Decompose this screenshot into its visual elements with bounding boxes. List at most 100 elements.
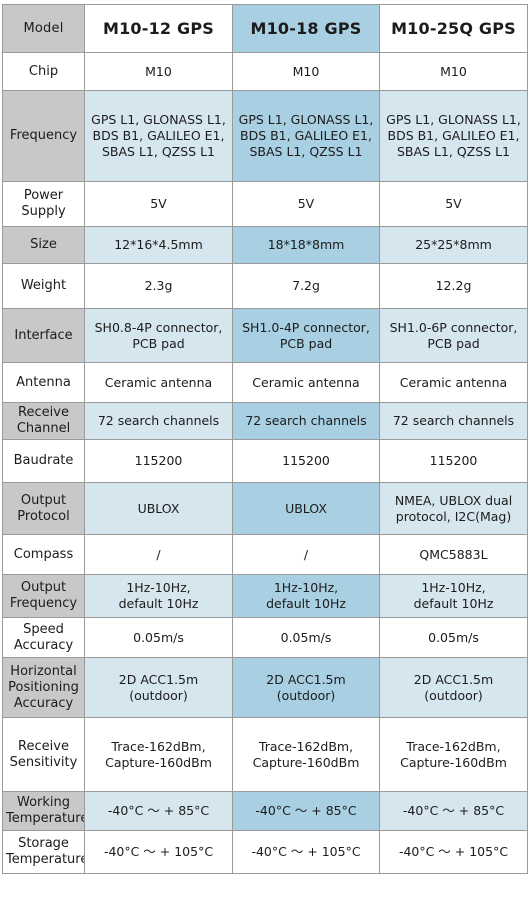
cell-line: 72 search channels: [392, 413, 515, 428]
row-label-line: Weight: [20, 278, 67, 293]
cell-line: -40°C ～ + 85°C: [402, 803, 505, 818]
row-label-receive-channel: Receive Channel: [2, 402, 85, 440]
cell-compass-m10-25q: QMC5883L: [379, 534, 528, 575]
cell-chip-m10-25q: M10: [379, 52, 528, 91]
cell-line: -40°C ～ + 85°C: [107, 803, 210, 818]
cell-line: -40°C ～ + 105°C: [398, 844, 509, 859]
row-output-frequency: Output Frequency 1Hz-10Hz, default 10Hz 1Hz-…: [2, 574, 528, 618]
cell-line: 2D ACC1.5m: [413, 671, 494, 687]
row-label-line: Channel: [16, 421, 71, 436]
cell-line: 5V: [445, 196, 462, 211]
cell-line: -40°C ～ + 85°C: [255, 803, 357, 818]
row-label-compass: Compass: [2, 534, 85, 575]
model-m10-12: M10-12 GPS: [84, 4, 233, 53]
row-label-line: Interface: [14, 327, 73, 343]
cell-line: 2.3g: [144, 278, 173, 293]
cell-receive-channel-m10-12: 72 search channels: [84, 402, 233, 440]
row-label-power-supply: Power Supply: [2, 181, 85, 227]
row-label-line: Speed: [23, 621, 64, 637]
cell-working-temperature-m10-18: -40°C ～ + 85°C: [232, 791, 380, 831]
cell-line: GPS L1, GLONASS L1,: [91, 112, 226, 127]
cell-horizontal-positioning-accuracy-m10-18: 2D ACC1.5m (outdoor): [232, 657, 380, 718]
model-m10-25q: M10-25Q GPS: [379, 4, 528, 53]
row-label-horizontal-positioning-accuracy: Horizontal Positioning Accuracy: [2, 657, 85, 718]
cell-line: M10: [292, 63, 320, 79]
cell-line: 25*25*8mm: [415, 237, 492, 252]
row-baudrate: Baudrate 115200 115200 115200: [2, 439, 528, 483]
cell-line: SBAS L1, QZSS L1: [249, 144, 363, 159]
spec-table: Model M10-12 GPS M10-18 GPS M10-25Q GPS …: [2, 4, 528, 874]
cell-frequency-m10-25q: GPS L1, GLONASS L1, BDS B1, GALILEO E1, SB…: [379, 90, 528, 182]
cell-output-protocol-m10-12: UBLOX: [84, 482, 233, 535]
cell-baudrate-m10-18: 115200: [232, 439, 380, 483]
cell-line: SBAS L1, QZSS L1: [102, 144, 215, 159]
cell-working-temperature-m10-25q: -40°C ～ + 85°C: [379, 791, 528, 831]
model-m10-18: M10-18 GPS: [232, 4, 380, 53]
cell-interface-m10-25q: SH1.0-6P connector, PCB pad: [379, 308, 528, 363]
row-working-temperature: Working Temperature -40°C ～ + 85°C -40°C ～ …: [2, 791, 528, 831]
cell-speed-accuracy-m10-18: 0.05m/s: [232, 617, 380, 658]
row-label-line: Protocol: [17, 508, 70, 524]
cell-receive-channel-m10-25q: 72 search channels: [379, 402, 528, 440]
cell-power-supply-m10-12: 5V: [84, 181, 233, 227]
cell-line: Ceramic antenna: [104, 374, 213, 390]
cell-line: SH0.8-4P connector,: [94, 319, 223, 335]
row-power-supply: Power Supply 5V 5V 5V: [2, 181, 528, 227]
cell-output-protocol-m10-18: UBLOX: [232, 482, 380, 535]
row-size: Size 12*16*4.5mm 18*18*8mm 25*25*8mm: [2, 226, 528, 264]
cell-line: 0.05m/s: [133, 629, 184, 645]
cell-weight-m10-18: 7.2g: [232, 263, 380, 309]
row-label-line: Storage: [18, 836, 69, 851]
cell-frequency-m10-12: GPS L1, GLONASS L1, BDS B1, GALILEO E1, SB…: [84, 90, 233, 182]
row-compass: Compass / / QMC5883L: [2, 534, 528, 575]
cell-line: PCB pad: [279, 335, 333, 351]
row-label-line: Output: [20, 580, 67, 595]
row-label-line: Supply: [21, 204, 66, 219]
cell-power-supply-m10-18: 5V: [232, 181, 380, 227]
cell-line: M10: [440, 63, 467, 79]
cell-line: 0.05m/s: [280, 629, 332, 645]
cell-output-frequency-m10-12: 1Hz-10Hz, default 10Hz: [84, 574, 233, 618]
cell-receive-sensitivity-m10-18: Trace-162dBm, Capture-160dBm: [232, 717, 380, 792]
row-frequency: Frequency GPS L1, GLONASS L1, BDS B1, GALI…: [2, 90, 528, 182]
cell-line: (outdoor): [424, 687, 483, 703]
row-horizontal-positioning-accuracy: Horizontal Positioning Accuracy 2D ACC1.5m(…: [2, 657, 528, 718]
cell-line: /: [156, 546, 161, 562]
cell-line: 1Hz-10Hz,: [126, 580, 191, 595]
cell-line: Capture-160dBm: [252, 754, 360, 770]
row-label-line: Power: [23, 188, 64, 203]
cell-compass-m10-18: /: [232, 534, 380, 575]
cell-line: 5V: [150, 196, 167, 211]
cell-line: -40°C ～ + 105°C: [103, 844, 214, 859]
cell-size-m10-12: 12*16*4.5mm: [84, 226, 233, 264]
cell-line: 1Hz-10Hz,: [273, 580, 339, 595]
cell-line: Ceramic antenna: [252, 374, 360, 390]
cell-line: BDS B1, GALILEO E1,: [240, 128, 372, 143]
row-label-line: Accuracy: [13, 637, 74, 653]
row-label-interface: Interface: [2, 308, 85, 363]
row-chip: Chip M10 M10 M10: [2, 52, 528, 91]
cell-line: 115200: [134, 453, 183, 468]
row-label-line: Frequency: [9, 128, 78, 143]
row-weight: Weight 2.3g 7.2g 12.2g: [2, 263, 528, 309]
cell-line: Trace-162dBm,: [406, 738, 501, 754]
row-label-speed-accuracy: Speed Accuracy: [2, 617, 85, 658]
cell-line: SH1.0-4P connector,: [242, 319, 370, 335]
cell-line: UBLOX: [137, 500, 180, 516]
cell-line: GPS L1, GLONASS L1,: [238, 112, 374, 127]
cell-speed-accuracy-m10-25q: 0.05m/s: [379, 617, 528, 658]
row-label-line: Accuracy: [13, 695, 74, 711]
row-label-line: Compass: [13, 546, 74, 562]
cell-size-m10-18: 18*18*8mm: [232, 226, 380, 264]
cell-line: Trace-162dBm,: [111, 738, 206, 754]
cell-storage-temperature-m10-25q: -40°C ～ + 105°C: [379, 830, 528, 874]
cell-weight-m10-25q: 12.2g: [379, 263, 528, 309]
cell-power-supply-m10-25q: 5V: [379, 181, 528, 227]
cell-line: default 10Hz: [118, 596, 199, 611]
cell-antenna-m10-18: Ceramic antenna: [232, 362, 380, 403]
cell-line: -40°C ～ + 105°C: [251, 844, 361, 859]
cell-storage-temperature-m10-12: -40°C ～ + 105°C: [84, 830, 233, 874]
cell-line: PCB pad: [132, 335, 185, 351]
cell-output-frequency-m10-18: 1Hz-10Hz, default 10Hz: [232, 574, 380, 618]
cell-line: /: [303, 546, 309, 562]
